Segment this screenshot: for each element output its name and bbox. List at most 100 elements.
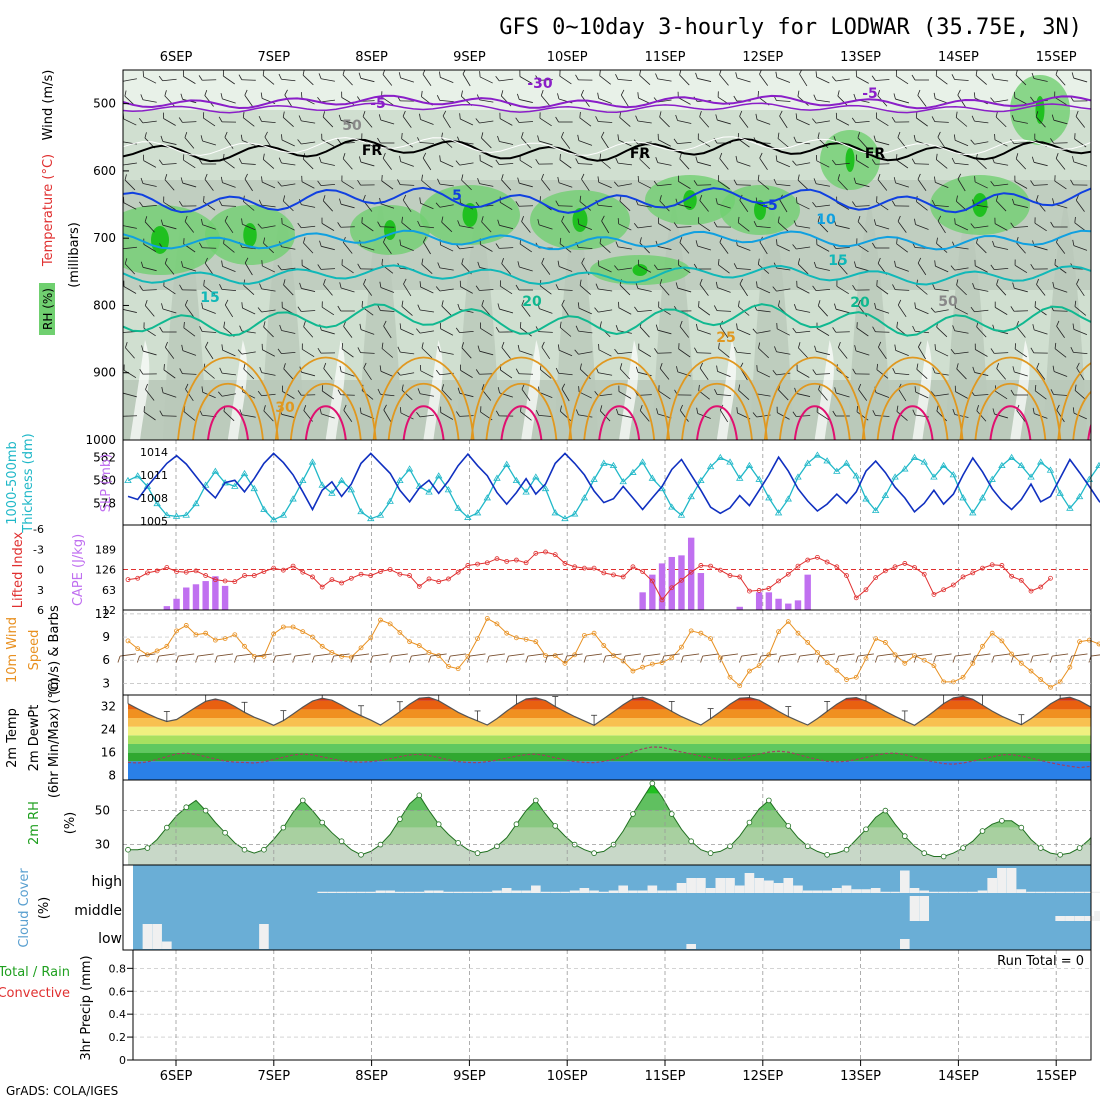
- barb-flag: [617, 218, 620, 224]
- wind10-barb: [467, 653, 486, 663]
- wind-barb: [402, 194, 412, 213]
- barb-flag: [936, 237, 938, 244]
- barb-flag: [199, 242, 203, 248]
- barb-flag: [1054, 342, 1057, 349]
- barb-flag: [892, 284, 896, 290]
- barb-staff: [281, 267, 296, 271]
- barb-flag: [855, 70, 857, 77]
- barb-staff: [380, 310, 395, 312]
- y-tick-label-right: 1011: [140, 469, 168, 482]
- barb-flag: [224, 131, 228, 138]
- y-tick-label: 0.2: [109, 1031, 127, 1044]
- wind-barb: [814, 345, 830, 356]
- barb-staff: [717, 119, 731, 125]
- barb-flag: [594, 307, 599, 313]
- barb-flag: [342, 153, 346, 159]
- barb-flag: [772, 370, 777, 376]
- wind-barb: [158, 159, 177, 165]
- barb-staff: [898, 388, 907, 402]
- thickness-point: [687, 492, 695, 500]
- wind-barb: [258, 115, 276, 124]
- barb-staff: [639, 326, 650, 338]
- isotherm-30: [485, 383, 558, 440]
- barb-flag: [1030, 347, 1035, 354]
- barb-flag: [417, 220, 421, 227]
- barb-staff: [420, 414, 434, 418]
- barb-flag: [1012, 366, 1015, 373]
- barb-flag: [219, 367, 223, 374]
- wind-barb: [614, 348, 633, 355]
- wind-barb: [241, 218, 256, 231]
- wind-barb: [139, 368, 157, 375]
- ylabel-precip-3: 3hr Precip (mm): [79, 955, 94, 1060]
- wind10-barb: [389, 653, 408, 663]
- barb-flag: [816, 238, 818, 245]
- contour-label: FR: [865, 146, 886, 162]
- barb-staff: [618, 414, 632, 418]
- barb-flag: [992, 240, 995, 247]
- barb-flag: [439, 322, 442, 329]
- cloud-bar-high: [696, 878, 706, 893]
- y-tick-label-right: 1008: [140, 492, 168, 505]
- barb-staff: [657, 268, 672, 270]
- y-tick-label-left: 580: [93, 474, 116, 488]
- wind-barb: [1014, 91, 1028, 105]
- barb-flag: [383, 404, 387, 411]
- wind-barb: [342, 153, 353, 170]
- isotherm-30: [583, 383, 656, 440]
- barb-flag: [1010, 389, 1015, 396]
- li-point: [591, 565, 597, 571]
- barb-staff: [182, 182, 197, 188]
- wind-barb: [359, 323, 375, 335]
- cloud-level-label: middle: [74, 903, 122, 919]
- barb-flag: [812, 118, 817, 124]
- barb-flag: [124, 258, 128, 264]
- barb-staff: [917, 262, 927, 276]
- wind-barb: [139, 201, 157, 208]
- cloud-bar-low: [686, 944, 696, 949]
- barb-staff: [281, 246, 296, 250]
- wind-barb: [937, 131, 947, 150]
- barb-staff: [353, 653, 370, 657]
- barb-staff: [780, 653, 797, 657]
- chart-title: GFS 0~10day 3-hourly for LODWAR (35.75E,…: [499, 15, 1082, 40]
- barb-flag: [521, 383, 525, 390]
- barb-staff: [677, 287, 692, 293]
- barb-staff: [876, 285, 889, 295]
- barb-staff: [738, 222, 750, 232]
- panel-background: [123, 440, 1091, 525]
- barb-staff: [281, 413, 296, 419]
- barb-staff: [857, 221, 868, 233]
- barb-flag: [318, 156, 322, 163]
- barb-staff: [717, 371, 731, 377]
- barb-staff: [657, 162, 672, 166]
- barb-staff: [301, 181, 315, 189]
- wind-point: [688, 628, 694, 634]
- barb-flag: [871, 159, 876, 165]
- barb-flag: [937, 131, 941, 138]
- barb-flag: [1012, 198, 1015, 205]
- temp-band: [128, 743, 1091, 753]
- cloud-bar-high: [705, 888, 716, 893]
- barb-staff: [578, 140, 593, 146]
- li-point: [921, 571, 927, 577]
- wind-barb: [181, 261, 197, 272]
- barb-staff: [441, 389, 452, 401]
- barb-staff: [255, 653, 272, 657]
- barb-flag: [655, 157, 659, 163]
- wind-barb: [455, 160, 474, 166]
- wind-barb: [519, 322, 532, 337]
- barb-staff: [403, 283, 412, 297]
- wind-barb: [871, 159, 890, 165]
- wind-point: [504, 630, 510, 636]
- barb-staff: [301, 225, 316, 229]
- barb-staff: [994, 246, 1009, 250]
- wind-barb: [435, 286, 454, 292]
- barb-staff: [976, 326, 987, 338]
- barb-flag: [519, 70, 521, 77]
- y-tick-label-left: -3: [33, 543, 44, 556]
- barb-staff: [617, 78, 633, 82]
- barb-staff: [321, 223, 335, 231]
- wind-barb: [893, 93, 910, 104]
